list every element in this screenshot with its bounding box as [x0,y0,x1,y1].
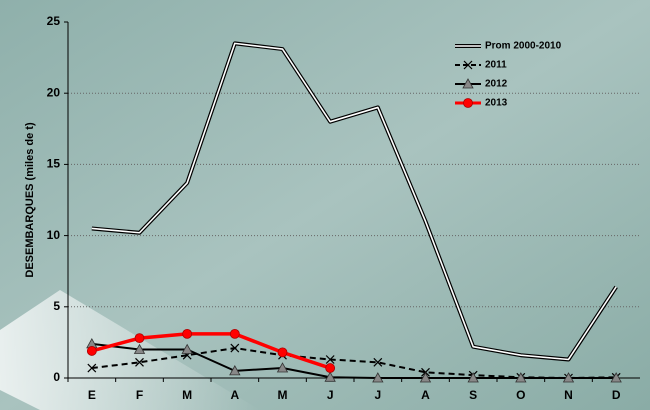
x-tick-label: S [469,388,477,402]
marker-stroke [373,357,383,367]
marker [463,98,473,108]
marker [182,328,193,339]
marker [277,347,288,358]
series-line [91,42,617,361]
series-line [91,332,331,370]
marker [373,357,383,367]
x-tick-label: J [327,388,334,402]
y-tick-label: 20 [47,85,61,99]
legend-label: 2012 [485,79,508,90]
y-tick-label: 0 [53,370,60,384]
y-tick-label: 15 [47,157,61,171]
marker [229,328,240,339]
x-tick-label: M [182,388,192,402]
y-tick-label: 25 [47,14,61,28]
marker [372,372,384,383]
x-tick-label: A [421,388,430,402]
x-tick-label: F [136,388,143,402]
marker [86,346,97,356]
marker [181,343,193,354]
marker-stroke [325,355,335,364]
x-tick-label: D [612,388,621,402]
x-tick-label: O [516,388,525,402]
marker [462,78,474,89]
background-streak [0,290,260,410]
marker [229,365,241,376]
y-axis-title: DESEMBARQUES (miles de t) [24,122,36,278]
x-tick-label: J [374,388,381,402]
marker-stroke [87,363,97,373]
series-line [91,342,617,379]
y-tick-label: 10 [47,228,61,242]
marker [325,355,335,364]
x-tick-label: N [564,388,573,402]
marker-stroke [230,343,240,353]
marker [87,363,97,373]
legend-label: 2013 [485,98,508,109]
y-tick-label: 5 [53,299,60,313]
marker [324,371,336,382]
x-tick-label: E [88,388,96,402]
marker [325,363,336,373]
marker [610,372,622,383]
marker [463,60,473,70]
x-tick-label: A [230,388,239,402]
marker [276,362,289,373]
marker [230,343,240,353]
x-tick-label: M [278,388,288,402]
marker [515,372,527,383]
marker-stroke [463,60,473,70]
legend-label: 2011 [485,60,507,71]
marker-stroke [135,357,144,367]
legend-label: Prom 2000-2010 [485,41,562,52]
marker [467,372,479,383]
marker [562,372,575,383]
marker [135,357,144,367]
marker [133,343,146,354]
marker [134,333,145,344]
marker [419,372,432,383]
